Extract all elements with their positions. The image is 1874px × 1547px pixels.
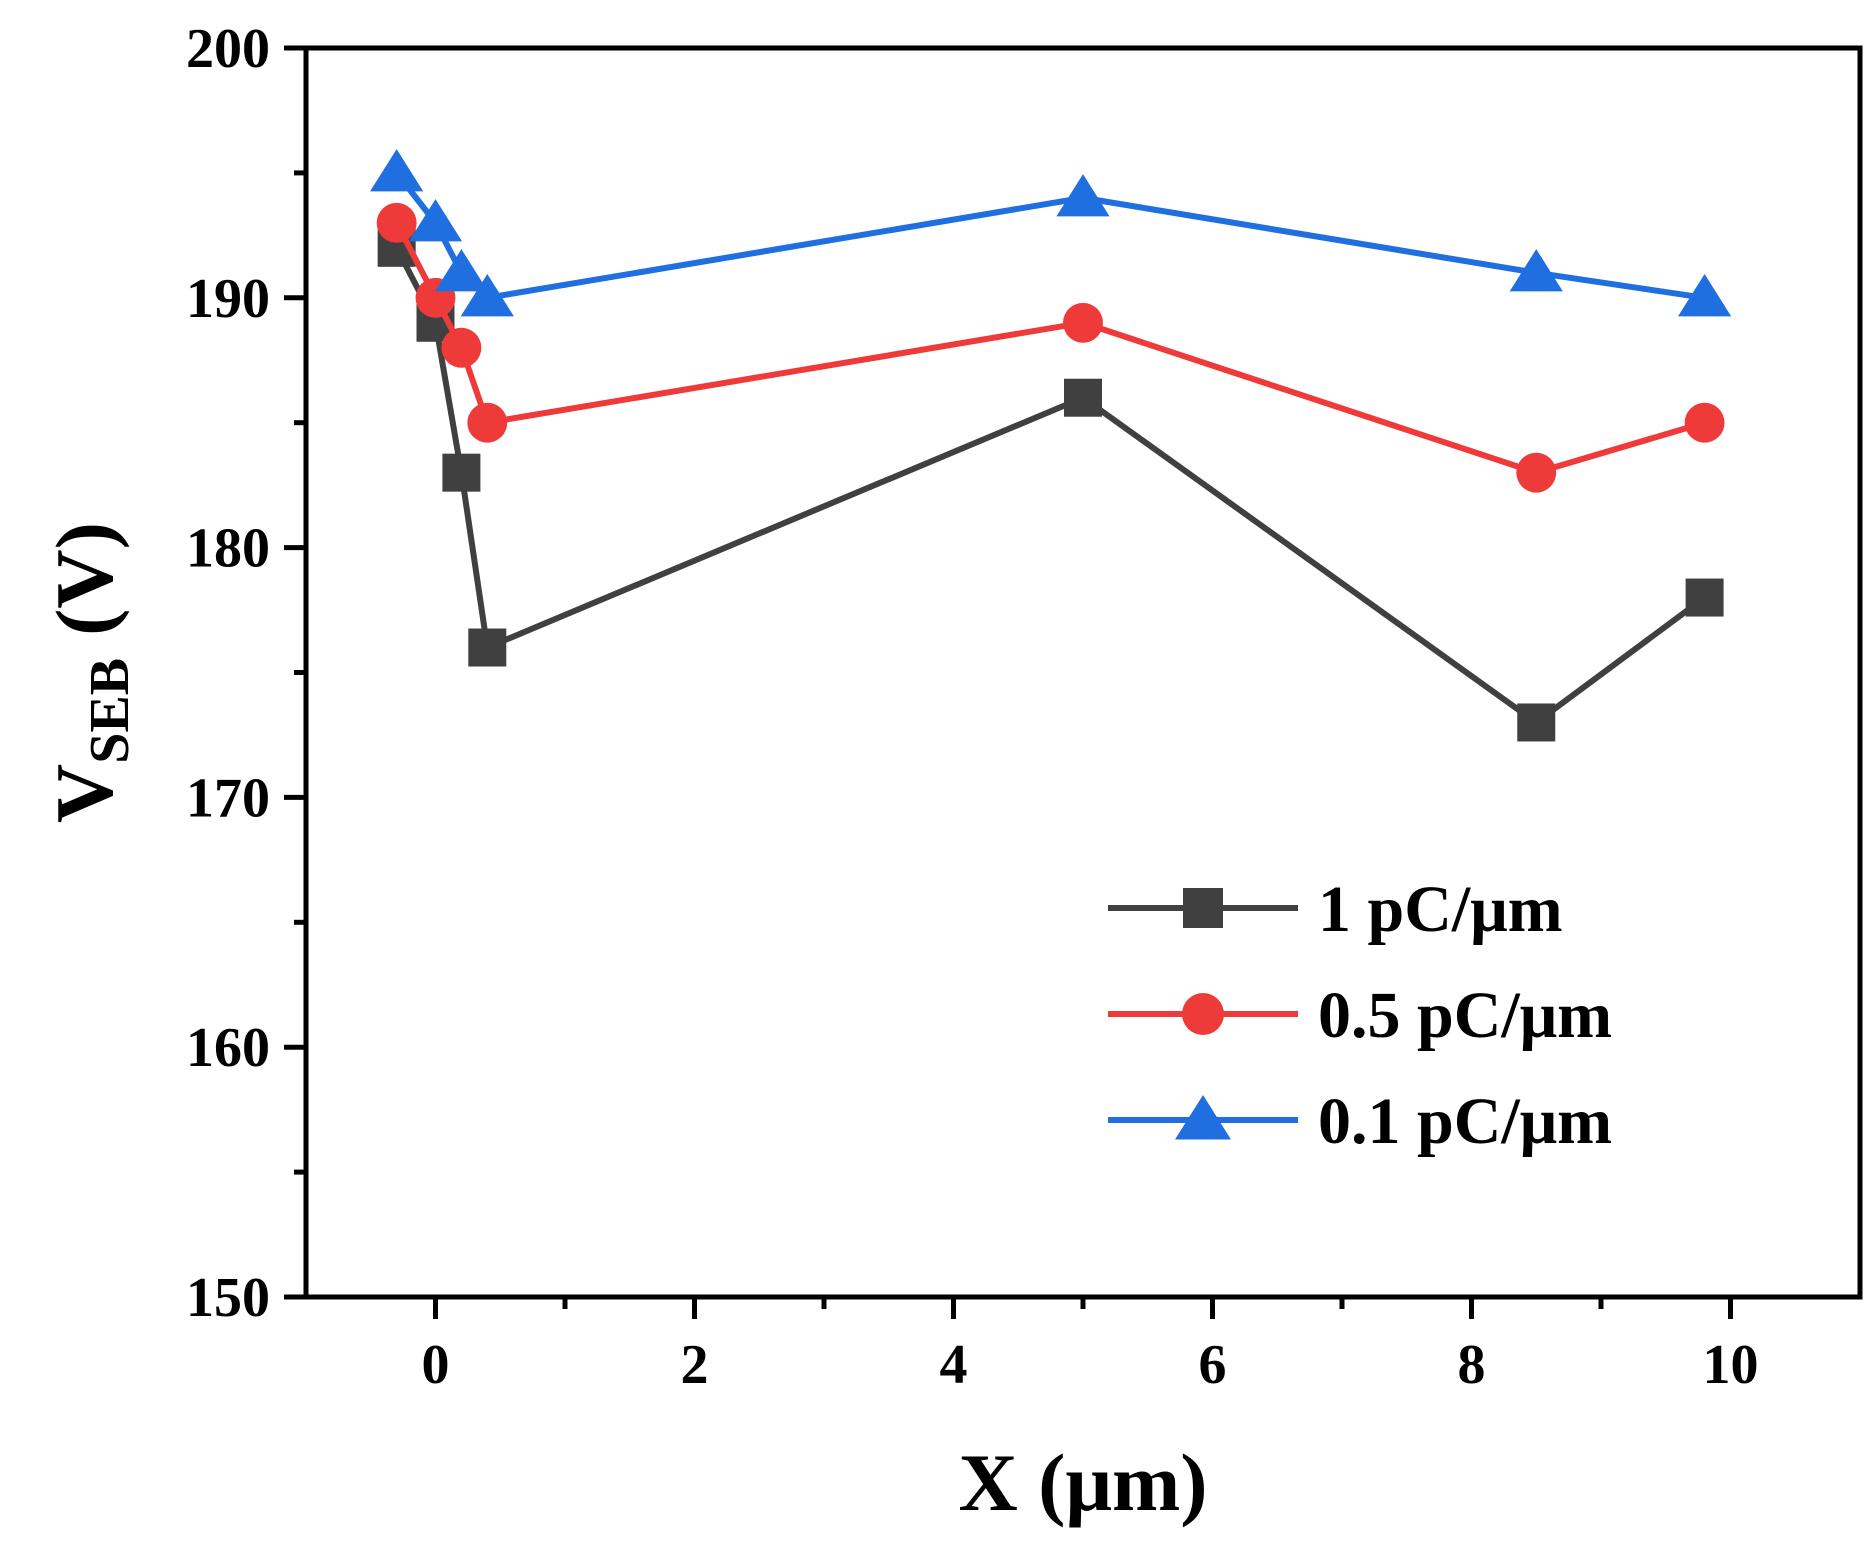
- x-tick-label: 0: [422, 1334, 450, 1396]
- data-point: [442, 453, 481, 492]
- y-tick-label: 160: [186, 1017, 270, 1079]
- data-point: [1678, 274, 1732, 317]
- x-axis-title: X (μm): [958, 1437, 1207, 1528]
- data-point: [468, 628, 507, 667]
- data-point: [408, 199, 463, 242]
- svg-text:VSEB(V): VSEB (V): [39, 522, 141, 823]
- y-tick-label: 190: [186, 268, 270, 330]
- legend-label: 1 pC/μm: [1318, 873, 1563, 946]
- legend-marker: [1183, 888, 1223, 928]
- y-tick-label: 170: [186, 767, 270, 829]
- data-point: [460, 274, 514, 317]
- data-point: [441, 327, 482, 368]
- legend-marker: [1182, 993, 1224, 1035]
- series-3: [370, 149, 1732, 317]
- data-point: [1517, 703, 1556, 742]
- plot-frame: [303, 45, 1863, 1300]
- legend: 1 pC/μm 0.5 pC/μm 0.1 pC/μm: [1108, 873, 1612, 1158]
- data-point: [1509, 249, 1563, 292]
- data-point: [1685, 578, 1724, 617]
- data-point: [1516, 452, 1557, 493]
- legend-label: 0.1 pC/μm: [1318, 1085, 1612, 1158]
- data-point: [467, 402, 508, 443]
- data-point: [1056, 174, 1110, 217]
- series-line: [393, 221, 1706, 476]
- x-tick-label: 6: [1199, 1334, 1227, 1396]
- data-point: [1063, 302, 1103, 343]
- y-axis-title-unit: (V): [39, 522, 130, 636]
- series-line: [394, 171, 1706, 301]
- y-axis-title: VSEB (V): [39, 522, 141, 823]
- legend-entry: 0.5 pC/μm: [1108, 979, 1612, 1052]
- x-tick-label: 10: [1703, 1334, 1759, 1396]
- x-tick-label: 2: [681, 1334, 709, 1396]
- legend-entry: 0.1 pC/μm: [1108, 1085, 1612, 1158]
- legend-entry: 1 pC/μm: [1108, 873, 1563, 946]
- series-line: [393, 246, 1707, 726]
- series-2: [376, 202, 1725, 493]
- x-tick-label: 4: [940, 1334, 968, 1396]
- data-point: [370, 149, 424, 192]
- x-tick-label: 8: [1458, 1334, 1486, 1396]
- legend-marker: [1175, 1095, 1231, 1140]
- legend-label: 0.5 pC/μm: [1318, 979, 1612, 1052]
- data-point: [376, 202, 417, 243]
- plot-area: [370, 149, 1732, 742]
- y-tick-label: 200: [186, 18, 270, 80]
- y-axis-title-sub: SEB: [79, 658, 141, 764]
- data-point: [434, 249, 488, 292]
- y-tick-label: 150: [186, 1267, 270, 1329]
- y-axis-title-main: V: [39, 764, 130, 823]
- data-point: [1064, 378, 1102, 417]
- data-point: [1684, 402, 1725, 443]
- axes: 0 2 4 6 8 10 150 160 170 180 190 200: [186, 18, 1759, 1396]
- y-tick-label: 180: [186, 518, 270, 580]
